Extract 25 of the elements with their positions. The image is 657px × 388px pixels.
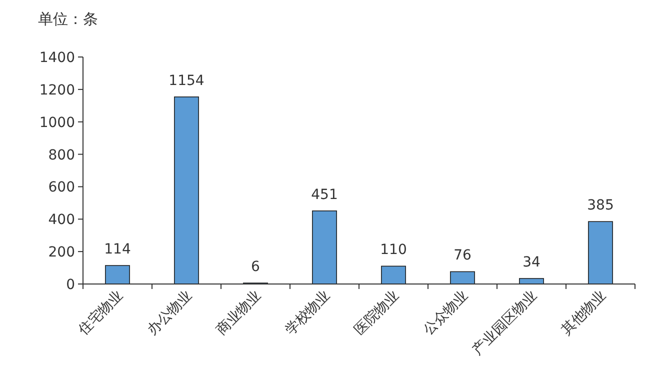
data-label: 451 xyxy=(311,186,338,203)
x-tick-label: 产业园区物业 xyxy=(470,288,540,358)
data-label: 114 xyxy=(104,242,131,258)
x-tick-label: 公众物业 xyxy=(420,288,472,338)
data-label: 76 xyxy=(454,248,472,264)
x-tick-label: 商业物业 xyxy=(213,288,264,338)
data-label: 34 xyxy=(522,254,540,270)
x-tick-label: 办公物业 xyxy=(144,288,196,338)
y-tick-label: 400 xyxy=(48,212,75,228)
x-tick-label: 住宅物业 xyxy=(74,288,126,340)
y-tick-label: 1200 xyxy=(39,82,75,98)
y-axis-title: 单位：条 xyxy=(38,10,98,28)
y-tick-label: 600 xyxy=(48,180,75,196)
y-tick-label: 200 xyxy=(48,244,75,261)
y-tick-label: 1400 xyxy=(39,50,75,66)
data-label: 110 xyxy=(380,242,407,258)
x-tick-label: 学校物业 xyxy=(282,288,334,338)
x-tick-label: 其他物业 xyxy=(558,288,610,338)
x-tick-label: 医院物业 xyxy=(351,288,402,338)
y-tick-label: 1000 xyxy=(39,114,75,131)
y-tick-label: 0 xyxy=(66,277,75,293)
data-label: 6 xyxy=(251,259,260,276)
data-label: 1154 xyxy=(168,72,204,89)
data-label: 385 xyxy=(587,198,614,214)
y-tick-label: 800 xyxy=(48,147,75,164)
